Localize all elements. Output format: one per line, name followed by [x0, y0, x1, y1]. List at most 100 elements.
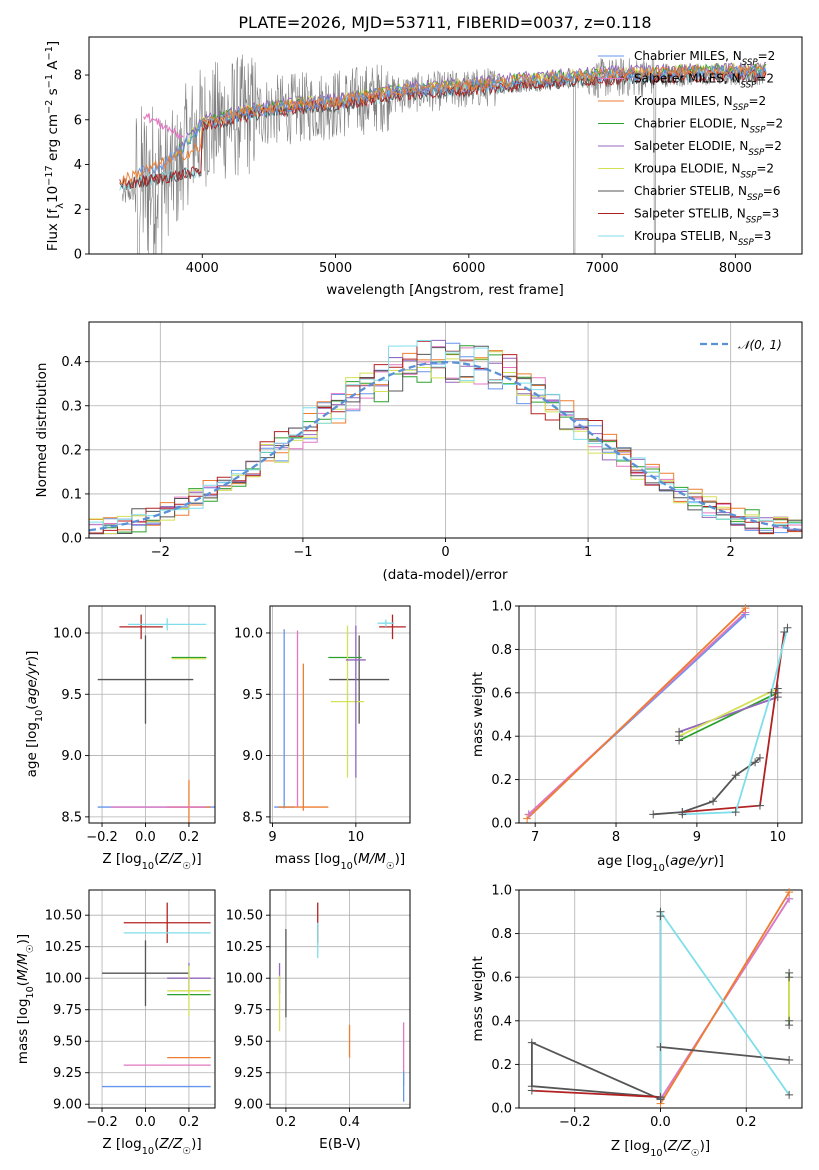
y-tick-label: 0.6	[491, 686, 512, 701]
y-tick-label: 0.1	[61, 487, 82, 502]
y-axis-label: Flux [fλ10−17 erg cm−2 s−1 A−1]	[44, 41, 66, 251]
x-tick-label: 0.2	[736, 1115, 757, 1130]
x-tick-label: 0.0	[135, 1115, 156, 1130]
legend: Chabrier MILES, NSSP=2 Salpeter MILES, NS…	[598, 49, 783, 248]
x-axis-label: Z [log10(Z/Z☉)]	[611, 1138, 710, 1159]
x-axis-label: Z [log10(Z/Z☉)]	[102, 851, 201, 872]
y-tick-label: 0.0	[491, 817, 512, 832]
weight-marker	[678, 810, 687, 819]
x-tick-label: 0.0	[135, 830, 156, 845]
x-tick-label: −1	[293, 545, 312, 560]
x-axis-label: wavelength [Angstrom, rest frame]	[326, 282, 564, 298]
weight-marker	[731, 771, 740, 780]
normal-curve	[89, 360, 800, 532]
y-tick-label: 8	[74, 69, 82, 84]
weight-marker	[741, 604, 750, 613]
plot-area	[97, 614, 215, 823]
weight-marker	[527, 1038, 536, 1047]
y-tick-label: 4	[74, 158, 82, 173]
weight-marker	[785, 888, 794, 897]
legend-entry: 𝒩(0, 1)	[738, 338, 782, 352]
x-axis-label: E(B-V)	[319, 1136, 361, 1152]
model-spectrum-salpeter-stelib	[119, 68, 767, 189]
weight-marker	[785, 973, 794, 982]
y-tick-label: 0.2	[491, 773, 512, 788]
y-tick-label: 9.50	[234, 1035, 263, 1050]
weight-marker	[709, 797, 718, 806]
x-tick-label: 0.2	[179, 1115, 200, 1130]
y-axis-label: mass [log10(M/M☉)]	[15, 934, 36, 1064]
x-tick-label: −2	[151, 545, 170, 560]
x-tick-label: 8000	[719, 261, 752, 276]
y-tick-label: 9.75	[234, 1003, 263, 1018]
axes-frame	[269, 889, 411, 1109]
plot-area	[274, 614, 406, 811]
weight-marker	[524, 810, 533, 819]
x-tick-label: 0	[441, 545, 449, 560]
histogram-kroupa-stelib	[89, 340, 802, 527]
chart-age-vs-mass: 9 10 8.5 9.0 9.5 10.0 mass [log10(M/M☉)]	[234, 605, 411, 872]
y-tick-label: 0.4	[491, 730, 512, 745]
model-spectrum-chabrier-miles	[137, 64, 767, 175]
y-axis-label: Normed distribution	[34, 363, 50, 498]
y-tick-label: 9.0	[242, 749, 263, 764]
weight-marker	[527, 1086, 536, 1095]
weight-marker	[785, 1056, 794, 1065]
x-axis-label: (data-model)/error	[382, 567, 508, 583]
x-tick-label: 7000	[586, 261, 619, 276]
weight-marker	[783, 623, 792, 632]
y-tick-label: 0.4	[491, 1014, 512, 1029]
chart-spectrum: 4000 5000 6000 7000 8000 0 2 4 6 8 PLATE=2026, MJD…	[44, 13, 803, 298]
y-tick-label: 0.0	[61, 532, 82, 547]
weight-line-salpeter-elodie	[678, 696, 778, 733]
plot-area	[531, 891, 790, 1105]
y-tick-label: 0.2	[491, 1058, 512, 1073]
y-tick-label: 0.4	[61, 355, 82, 370]
axes-frame	[88, 889, 216, 1109]
x-axis-label: Z [log10(Z/Z☉)]	[102, 1136, 201, 1157]
weight-line-kroupa-elodie	[678, 687, 779, 738]
y-tick-label: 10.50	[226, 909, 263, 924]
legend-entry: Chabrier MILES, NSSP=2	[634, 49, 775, 68]
chart-mass-vs-z: −0.2 0.0 0.2 9.00 9.25 9.50 9.75 10.00 10.25 10.5…	[15, 889, 216, 1157]
x-tick-label: 8	[612, 830, 620, 845]
y-tick-label: 9.50	[53, 1035, 82, 1050]
weight-line-chabrier-stelib	[653, 757, 761, 816]
y-tick-label: 10.25	[226, 940, 263, 955]
x-tick-label: 7	[531, 830, 539, 845]
axes-frame	[269, 605, 411, 824]
y-tick-label: 10.50	[45, 909, 82, 924]
x-tick-label: −0.2	[559, 1115, 591, 1130]
weight-marker	[785, 1016, 794, 1025]
model-spectrum-salpeter-miles	[143, 113, 184, 141]
x-tick-label: −0.2	[86, 830, 118, 845]
axes-frame	[518, 605, 803, 824]
x-tick-label: 9	[693, 830, 701, 845]
axes-frame	[88, 36, 803, 255]
weight-line-kroupa-miles	[526, 607, 747, 820]
axes-frame	[88, 605, 216, 824]
plot-area	[119, 54, 767, 254]
y-tick-label: 10.00	[45, 972, 82, 987]
weight-line-salpeter-stelib	[531, 916, 662, 1099]
y-axis-label: mass weight	[470, 672, 486, 757]
chart-mass-vs-ebv: 0.2 0.4 9.00 9.25 9.50 9.75 10.00 10.25 10.50 E(B…	[226, 889, 411, 1152]
chart-residuals: −2 −1 0 1 2 0.0 0.1 0.2 0.3 0.4 (data-model)/error…	[34, 321, 803, 583]
y-tick-label: 0.3	[61, 399, 82, 414]
weight-line-kroupa-miles	[659, 891, 790, 1105]
y-tick-label: 9.25	[234, 1066, 263, 1081]
y-tick-label: 0.2	[61, 443, 82, 458]
weight-marker	[731, 808, 740, 817]
weight-marker	[675, 732, 684, 741]
x-tick-label: 0.2	[179, 830, 200, 845]
x-tick-label: 1	[584, 545, 592, 560]
weight-marker	[767, 688, 776, 697]
y-tick-label: 0.8	[491, 643, 512, 658]
y-tick-label: 0.6	[491, 971, 512, 986]
x-axis-label: age [log10(age/yr)]	[597, 853, 724, 874]
chart-weight-vs-age: 7 8 9 10 0.0 0.2 0.4 0.6 0.8 1.0 age [log10(age/yr…	[470, 600, 803, 874]
weight-marker	[773, 684, 782, 693]
legend-entry: Chabrier ELODIE, NSSP=2	[634, 117, 783, 136]
y-tick-label: 10.0	[53, 626, 82, 641]
